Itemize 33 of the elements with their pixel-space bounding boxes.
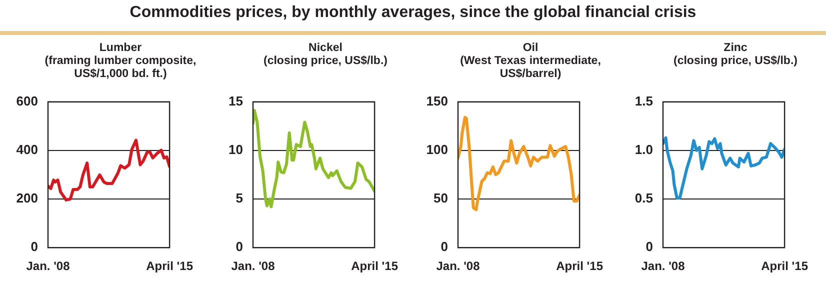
chart-subtitle: (West Texas intermediate, US$/barrel): [460, 55, 601, 80]
y-tick-label: 0.5: [634, 190, 653, 206]
chart-subtitle: (closing price, US$/lb.): [674, 55, 798, 67]
x-tick-label: April '15: [761, 259, 808, 274]
chart-subtitle: (framing lumber composite, US$/1,000 bd. ft.): [44, 55, 196, 80]
x-tick-label: April '15: [556, 259, 604, 274]
y-tick-label: 50: [434, 190, 448, 206]
y-tick-label: 1.5: [634, 93, 653, 108]
y-tick-label: 0: [646, 239, 653, 254]
chart-title: Zinc: [724, 42, 748, 54]
chart-title: Nickel: [308, 42, 342, 54]
chart-subtitle: (closing price, US$/lb.): [264, 55, 388, 67]
chart-title: Oil: [522, 42, 538, 54]
x-tick-label: April '15: [351, 259, 398, 274]
x-tick-label: Jan. '08: [436, 259, 480, 274]
x-tick-label: Jan. '08: [26, 259, 70, 274]
x-tick-label: Jan. '08: [231, 259, 276, 274]
text: Commodities prices, by monthly averages, since the global financial crisis: [128, 4, 698, 22]
x-tick-label: Jan. '08: [641, 259, 686, 274]
y-tick-label: 100: [426, 142, 448, 157]
x-tick-label: April '15: [146, 259, 194, 274]
y-tick-label: 10: [228, 142, 243, 157]
y-tick-label: 200: [16, 190, 38, 206]
y-tick-label: 15: [228, 93, 243, 108]
y-tick-label: 150: [426, 93, 448, 108]
chart-title: Lumber: [99, 42, 142, 54]
y-tick-label: 5: [236, 190, 243, 206]
y-tick-label: 1.0: [634, 142, 653, 157]
y-tick-label: 0: [30, 239, 38, 254]
y-tick-label: 0: [236, 239, 243, 254]
y-tick-label: 400: [16, 142, 38, 157]
y-tick-label: 0: [440, 239, 448, 254]
y-tick-label: 600: [16, 93, 38, 108]
